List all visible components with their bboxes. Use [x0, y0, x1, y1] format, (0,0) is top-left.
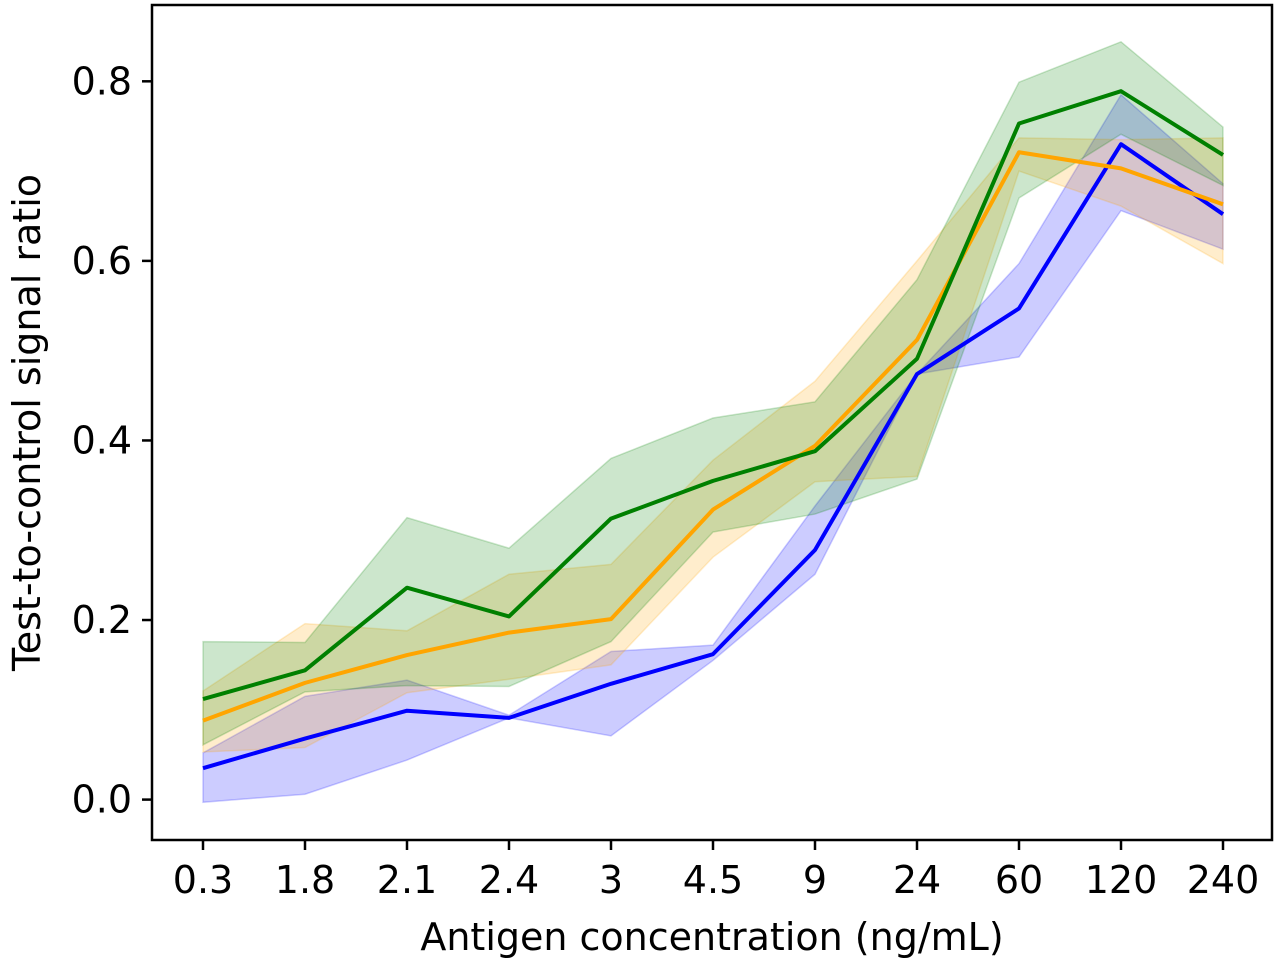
confidence-band-2 — [202, 137, 1224, 753]
series-line-2 — [202, 150, 1224, 723]
y-axis-label: Test-to-control signal ratio — [5, 174, 49, 672]
x-axis-ticks: 0.3 1.8 2.1 2.4 3 4.5 9 24 60 120 240 — [173, 840, 1259, 902]
y-tick-label: 0.8 — [72, 59, 132, 103]
series-line-3 — [202, 89, 1225, 701]
x-tick-label: 4.5 — [683, 858, 743, 902]
series-lines — [202, 89, 1225, 771]
confidence-band-1 — [202, 93, 1224, 804]
x-tick-label: 2.1 — [377, 858, 437, 902]
y-tick-label: 0.6 — [72, 239, 132, 283]
x-tick-label: 24 — [893, 858, 941, 902]
x-tick-label: 3 — [599, 858, 623, 902]
x-tick-label: 60 — [995, 858, 1043, 902]
x-tick-label: 0.3 — [173, 858, 233, 902]
x-tick-label: 9 — [803, 858, 827, 902]
x-tick-label: 120 — [1085, 858, 1158, 902]
x-tick-label: 1.8 — [275, 858, 335, 902]
series-line-1 — [202, 142, 1225, 771]
confidence-band-3 — [202, 40, 1224, 747]
y-axis-ticks: 0.0 0.2 0.4 0.6 0.8 — [72, 59, 152, 822]
y-tick-label: 0.0 — [72, 778, 132, 822]
confidence-bands — [202, 40, 1224, 804]
y-tick-label: 0.4 — [72, 418, 132, 462]
x-tick-label: 2.4 — [479, 858, 539, 902]
x-tick-label: 240 — [1187, 858, 1260, 902]
x-axis-label: Antigen concentration (ng/mL) — [420, 915, 1003, 959]
y-tick-label: 0.2 — [72, 598, 132, 642]
